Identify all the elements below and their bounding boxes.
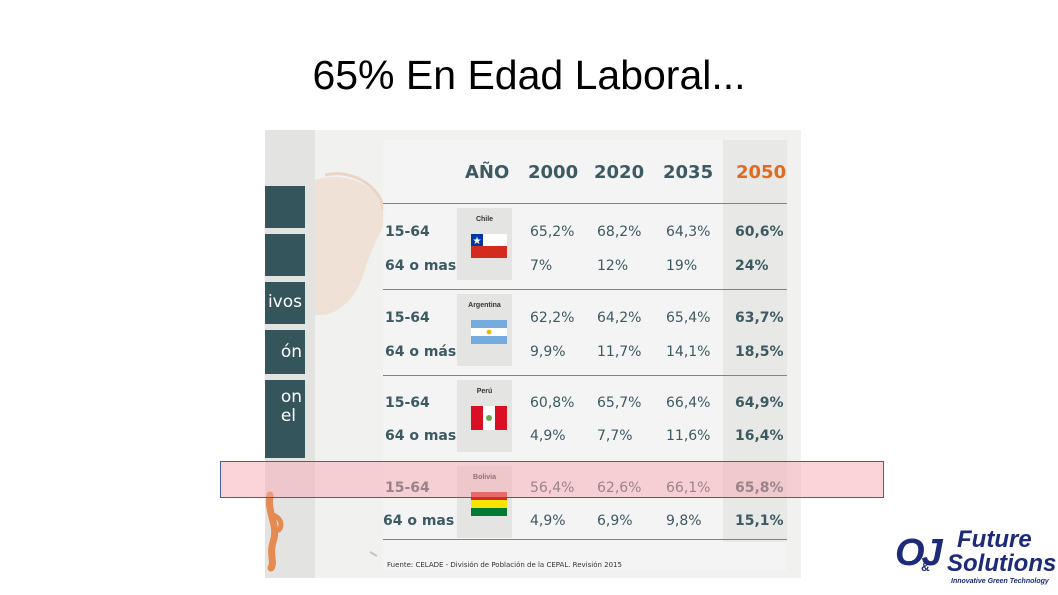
value-cell: 65,7% — [597, 395, 642, 411]
value-cell: 9,8% — [666, 513, 702, 529]
header-year-2020: 2020 — [594, 162, 645, 183]
value-cell: 19% — [666, 258, 698, 274]
value-cell: 7,7% — [597, 428, 633, 444]
flag-box-chile: Chile — [457, 208, 512, 280]
future-solutions-logo: OJ & Future Solutions Innovative Green T… — [895, 526, 1057, 590]
value-cell-2050: 18,5% — [735, 344, 784, 360]
value-cell-2050: 16,4% — [735, 428, 784, 444]
value-cell: 11,7% — [597, 344, 642, 360]
logo-mark: OJ — [895, 532, 943, 574]
age-label: 15-64 — [385, 395, 430, 411]
value-cell: 64,2% — [597, 310, 642, 326]
row-rule — [383, 289, 787, 290]
value-cell: 9,9% — [530, 344, 566, 360]
value-cell: 68,2% — [597, 224, 642, 240]
value-cell: 12% — [597, 258, 629, 274]
flag-box-peru: Perú — [457, 380, 512, 452]
side-box-1 — [265, 186, 305, 228]
country-name: Chile — [475, 216, 494, 223]
value-cell: 6,9% — [597, 513, 633, 529]
value-cell: 65,2% — [530, 224, 575, 240]
age-label: 64 o mas — [385, 428, 457, 444]
age-label: 64 o mas — [383, 513, 455, 529]
side-box-4: ón — [265, 330, 305, 374]
age-label: 15-64 — [385, 310, 430, 326]
row-rule — [383, 539, 787, 540]
header-year-2050: 2050 — [736, 162, 787, 183]
header-ano: AÑO — [465, 162, 510, 183]
value-cell: 66,4% — [666, 395, 711, 411]
country-name: Argentina — [468, 302, 501, 309]
logo-tagline: Innovative Green Technology — [951, 578, 1049, 585]
row-rule — [383, 375, 787, 376]
value-cell: 14,1% — [666, 344, 711, 360]
logo-line1: Future — [957, 526, 1032, 553]
value-cell-2050: 24% — [735, 258, 769, 274]
south-america-map-shape — [266, 172, 386, 572]
value-cell-2050: 15,1% — [735, 513, 784, 529]
value-cell-2050: 63,7% — [735, 310, 784, 326]
country-name: Perú — [476, 388, 493, 395]
value-cell: 62,2% — [530, 310, 575, 326]
header-year-2035: 2035 — [663, 162, 714, 183]
chile-flag-icon — [471, 234, 507, 258]
slide-title: 65% En Edad Laboral... — [312, 52, 746, 98]
logo-ampersand: & — [921, 560, 930, 574]
side-box-2 — [265, 234, 305, 276]
value-cell: 7% — [530, 258, 553, 274]
argentina-flag-icon — [471, 320, 507, 344]
flag-box-argentina: Argentina — [457, 294, 512, 366]
table-background — [383, 140, 787, 570]
header-year-2000: 2000 — [528, 162, 579, 183]
age-label: 15-64 — [385, 224, 430, 240]
peru-flag-icon — [471, 406, 507, 430]
value-cell: 4,9% — [530, 513, 566, 529]
side-box-5: on el — [265, 380, 305, 458]
value-cell: 64,3% — [666, 224, 711, 240]
age-label: 64 o mas — [385, 258, 457, 274]
source-note: Fuente: CELADE - División de Población d… — [387, 561, 622, 569]
logo-line2: Solutions — [947, 550, 1057, 577]
age-label: 64 o más — [385, 344, 457, 360]
value-cell-2050: 64,9% — [735, 395, 784, 411]
value-cell: 60,8% — [530, 395, 575, 411]
row-rule — [383, 203, 787, 204]
side-box-3: ivos — [265, 282, 305, 324]
value-cell: 4,9% — [530, 428, 566, 444]
value-cell-2050: 60,6% — [735, 224, 784, 240]
value-cell: 11,6% — [666, 428, 711, 444]
value-cell: 65,4% — [666, 310, 711, 326]
table-image-panel: ivos ón on el AÑO 2000 2020 2035 2050 Ch… — [265, 130, 801, 578]
bolivia-row-highlight — [220, 461, 884, 498]
